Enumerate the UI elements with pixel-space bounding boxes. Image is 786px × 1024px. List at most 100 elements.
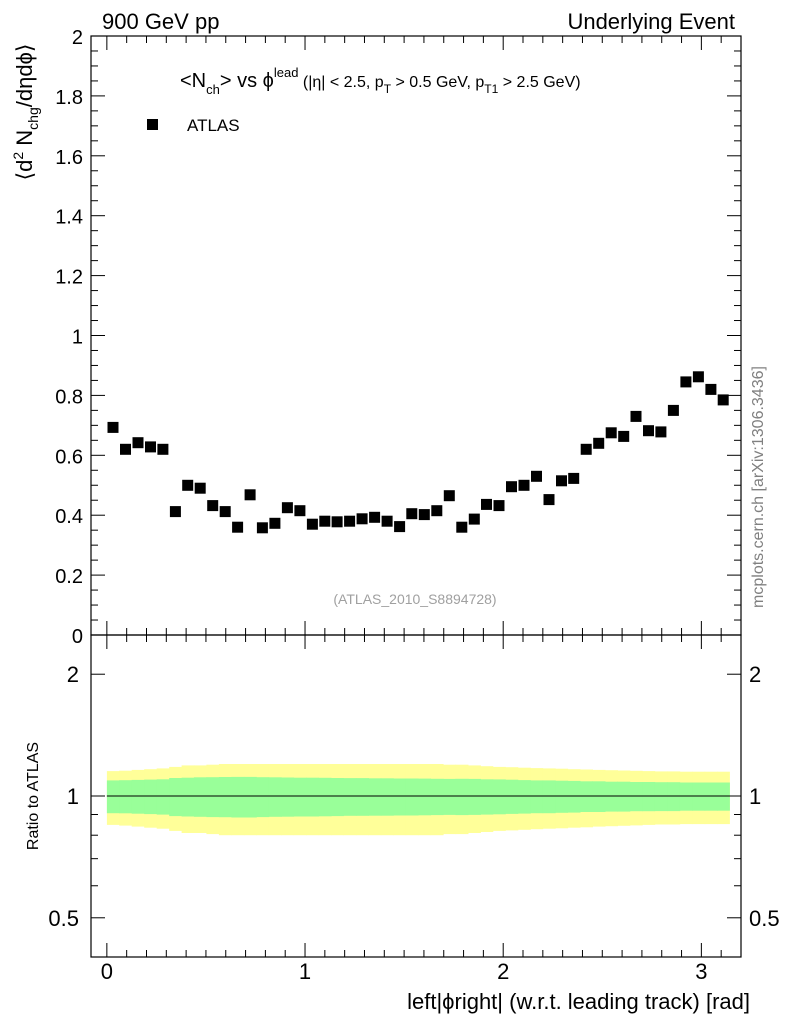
ratio-band-inner xyxy=(717,782,730,811)
bottom-panel-ytick-labels: 0.5 1 2 0.5 1 2 xyxy=(48,662,779,931)
data-point xyxy=(394,521,406,533)
data-point xyxy=(319,515,331,527)
bottom-panel-ylabel: Ratio to ATLAS xyxy=(25,742,42,850)
ratio-band-inner xyxy=(654,782,668,812)
data-point xyxy=(556,475,567,487)
data-point xyxy=(456,521,468,533)
ratio-band-inner xyxy=(169,778,183,817)
ratio-band-inner xyxy=(331,778,344,817)
ratio-band-inner xyxy=(704,782,718,811)
ratio-band-inner xyxy=(505,779,519,814)
data-point xyxy=(406,508,418,520)
data-point xyxy=(132,437,144,449)
data-point xyxy=(344,515,356,527)
data-point xyxy=(655,426,667,438)
top-panel-ytick-labels: 0 0.2 0.4 0.6 0.8 1 1.2 1.4 1.6 1.8 2 xyxy=(55,27,83,648)
ratio-band-inner xyxy=(480,779,494,815)
ratio-band-inner xyxy=(144,779,158,815)
ratio-band-inner xyxy=(343,778,357,816)
ratio-ytick-label-right: 0.5 xyxy=(749,906,780,931)
data-point xyxy=(269,517,281,529)
ratio-ytick-label-right: 2 xyxy=(749,662,761,687)
header-right-label: Underlying Event xyxy=(567,9,735,34)
data-point xyxy=(593,437,605,449)
data-point xyxy=(605,427,617,439)
ratio-band-inner xyxy=(355,778,369,816)
ratio-band-inner xyxy=(293,777,307,817)
ratio-band-inner xyxy=(156,779,170,815)
ratio-band-inner xyxy=(580,781,593,812)
ratio-band-inner xyxy=(605,781,618,812)
bottom-panel-ticks xyxy=(91,634,741,958)
data-point xyxy=(618,430,630,442)
ratio-band-inner xyxy=(692,782,706,811)
ratio-band-inner xyxy=(542,780,556,814)
data-point xyxy=(194,482,206,494)
ratio-band-inner xyxy=(131,779,145,814)
ratio-band-inner xyxy=(405,778,419,816)
xtick-label: 1 xyxy=(299,959,311,984)
ratio-band-inner xyxy=(592,781,606,812)
ratio-band-inner xyxy=(517,780,531,814)
ytick-label: 1.2 xyxy=(55,267,83,289)
ratio-band-inner xyxy=(181,777,195,817)
ratio-band-inner xyxy=(256,777,270,818)
data-point xyxy=(518,479,530,491)
ratio-band-inner xyxy=(617,781,631,812)
ratio-band-inner xyxy=(468,778,481,815)
ratio-band-inner xyxy=(281,777,295,817)
ytick-label: 0 xyxy=(72,626,83,648)
data-point xyxy=(145,441,156,453)
ratio-band-inner xyxy=(418,778,432,816)
plot-title: <Nch> vs ϕlead (|η| < 2.5, pT > 0.5 GeV,… xyxy=(180,65,581,97)
data-point xyxy=(481,498,492,510)
data-point xyxy=(692,371,704,383)
data-point xyxy=(468,513,480,525)
data-point xyxy=(207,500,219,512)
ratio-band-inner xyxy=(206,777,220,818)
data-point xyxy=(568,472,580,484)
data-point xyxy=(580,443,592,455)
ratio-band-inner xyxy=(306,777,320,817)
data-point xyxy=(418,509,430,521)
data-point xyxy=(369,511,381,523)
ratio-ytick-label-right: 1 xyxy=(749,784,761,809)
ytick-label: 0.8 xyxy=(55,386,83,408)
xtick-label: 0 xyxy=(101,959,113,984)
ytick-label: 0.2 xyxy=(55,566,83,588)
ratio-band-inner xyxy=(218,777,232,818)
xtick-label: 2 xyxy=(497,959,509,984)
ratio-band-inner xyxy=(380,778,394,816)
xtick-label: 3 xyxy=(695,959,707,984)
data-point xyxy=(543,494,555,506)
ratio-band-inner xyxy=(393,778,407,816)
data-point xyxy=(643,425,654,437)
ratio-band-inner xyxy=(443,778,457,815)
data-point xyxy=(244,489,256,501)
top-panel-ylabel: ⟨d2 Nchg/dηdϕ⟩ xyxy=(10,44,41,181)
data-point xyxy=(107,421,119,433)
watermark: mcplots.cern.ch [arXiv:1306.3436] xyxy=(750,366,767,608)
data-point xyxy=(705,383,717,395)
data-point xyxy=(331,516,343,528)
legend-marker-icon xyxy=(147,119,158,130)
ratio-ytick-label-left: 0.5 xyxy=(48,906,79,931)
ytick-label: 1 xyxy=(72,327,83,349)
ytick-label: 1.6 xyxy=(55,147,83,169)
ratio-ytick-label-left: 1 xyxy=(67,784,79,809)
data-point xyxy=(680,376,692,388)
ratio-band-inner xyxy=(555,780,569,813)
ratio-band-inner xyxy=(667,782,681,812)
data-point xyxy=(531,470,542,482)
ratio-band-inner xyxy=(318,777,332,817)
ratio-band-inner xyxy=(119,780,133,814)
top-panel-ticks xyxy=(91,35,741,636)
ratio-band-inner xyxy=(368,778,382,816)
data-point xyxy=(232,521,244,533)
data-point xyxy=(182,479,194,491)
xaxis-label: left|ϕright| (w.r.t. leading track) [rad… xyxy=(407,989,750,1014)
ratio-band-inner xyxy=(629,782,643,812)
data-point xyxy=(256,522,268,534)
data-point xyxy=(667,404,679,416)
